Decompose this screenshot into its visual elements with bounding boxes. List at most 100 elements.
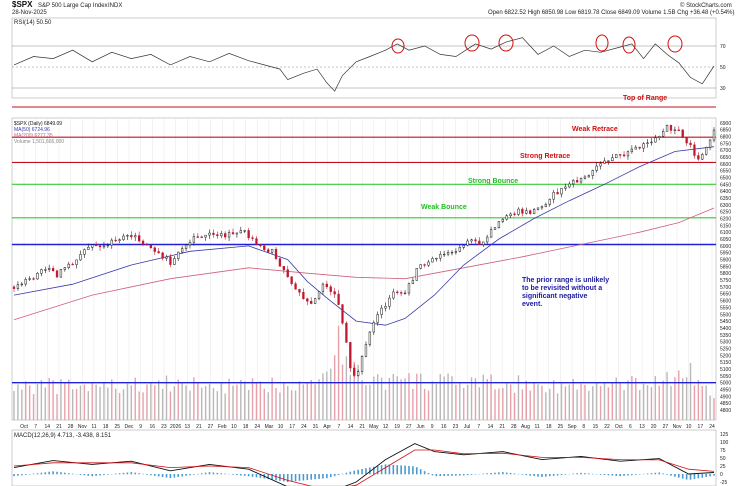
volume-bar xyxy=(615,377,617,420)
volume-bar xyxy=(83,384,86,420)
legend-price: $SPX (Daily) 6849.09 xyxy=(14,121,62,127)
macd-hist-bar xyxy=(713,474,715,476)
volume-bar xyxy=(111,379,113,420)
candle-body xyxy=(165,256,168,259)
macd-tick-label: -25 xyxy=(720,480,727,486)
macd-hist-bar xyxy=(388,464,391,475)
candle-body xyxy=(87,247,90,250)
candle-body xyxy=(36,273,39,280)
candle-body xyxy=(118,239,121,241)
volume-bar xyxy=(318,379,320,420)
candle-body xyxy=(360,356,364,372)
macd-hist-bar xyxy=(99,474,101,476)
volume-bar xyxy=(114,388,117,420)
macd-hist-bar xyxy=(498,472,500,475)
candle-body xyxy=(48,268,51,270)
volume-bar xyxy=(220,383,222,420)
x-tick-label: 10 xyxy=(231,424,237,430)
volume-bar xyxy=(107,387,109,420)
candle-body xyxy=(427,261,430,266)
macd-hist-bar xyxy=(193,474,195,475)
macd-hist-bar xyxy=(678,474,680,478)
macd-hist-bar xyxy=(615,474,618,476)
macd-hist-bar xyxy=(357,469,359,475)
volume-bar xyxy=(509,384,512,420)
volume-bar xyxy=(545,392,547,420)
volume-bar xyxy=(556,393,559,420)
macd-hist-bar xyxy=(494,472,496,475)
macd-hist-bar xyxy=(64,472,66,475)
macd-hist-bar xyxy=(529,474,532,476)
volume-bar xyxy=(71,389,74,420)
x-tick-label: 18 xyxy=(243,424,249,430)
volume-bar xyxy=(283,383,285,420)
candle-body xyxy=(403,292,407,295)
candle-body xyxy=(431,258,434,263)
candle-body xyxy=(658,136,661,138)
macd-hist-bar xyxy=(107,474,109,475)
volume-bar xyxy=(232,385,234,420)
index-name: S&P 500 Large Cap Index xyxy=(38,3,108,9)
volume-bar xyxy=(181,382,183,420)
x-tick-label: Apr xyxy=(323,424,331,430)
brand: © StockCharts.com xyxy=(680,2,732,9)
macd-hist-bar xyxy=(384,464,387,475)
candle-body xyxy=(40,269,43,274)
macd-hist-bar xyxy=(455,474,457,476)
candle-body xyxy=(701,154,704,160)
macd-hist-bar xyxy=(521,474,524,475)
candle-body xyxy=(302,291,305,299)
macd-hist-bar xyxy=(240,474,242,476)
volume-bar xyxy=(588,390,590,420)
volume-bar xyxy=(486,379,488,420)
macd-hist-bar xyxy=(306,474,309,481)
macd-hist-bar xyxy=(693,474,696,480)
x-tick-label: 6 xyxy=(629,424,632,430)
candle-body xyxy=(251,237,254,239)
volume-bar xyxy=(689,362,692,420)
macd-hist-bar xyxy=(275,474,277,481)
x-tick-label: 18 xyxy=(546,424,552,430)
volume-bar xyxy=(122,389,125,420)
candle-body xyxy=(216,234,219,237)
rsi-level-30: 30 xyxy=(720,86,726,92)
candle-body xyxy=(622,154,626,157)
y-tick-label: 5600 xyxy=(720,299,731,305)
macd-hist-bar xyxy=(705,474,707,478)
candle-body xyxy=(505,215,508,220)
macd-hist-bar xyxy=(674,474,676,477)
volume-bar xyxy=(682,378,684,420)
candle-body xyxy=(44,269,47,271)
macd-hist-bar xyxy=(181,474,183,477)
volume-bar xyxy=(95,384,97,420)
volume-bar xyxy=(549,388,551,420)
x-tick-label: Jun xyxy=(416,424,424,430)
macd-hist-bar xyxy=(447,474,449,476)
macd-hist-bar xyxy=(130,472,133,475)
candle-body xyxy=(204,234,207,238)
volume-bar xyxy=(455,384,457,420)
macd-hist-bar xyxy=(298,474,301,481)
volume-bar xyxy=(654,376,657,420)
macd-hist-bar xyxy=(134,472,137,475)
volume-bar xyxy=(396,376,398,420)
candle-body xyxy=(607,160,610,162)
legend-ma50: MA(50) 6724.96 xyxy=(14,127,50,133)
y-tick-label: 5050 xyxy=(720,374,731,380)
x-tick-label: 24 xyxy=(254,424,260,430)
candle-body xyxy=(474,239,477,242)
macd-hist-bar xyxy=(126,472,129,475)
candle-body xyxy=(208,232,211,236)
volume-bar xyxy=(466,384,469,420)
candle-body xyxy=(114,239,117,242)
candle-body xyxy=(184,244,188,249)
volume-bar xyxy=(392,373,395,420)
volume-bar xyxy=(470,377,473,420)
y-tick-label: 6000 xyxy=(720,244,731,250)
volume-bar xyxy=(60,379,62,420)
volume-bar xyxy=(310,379,312,420)
rsi-panel: RSI(14) 50.50 70 50 30 xyxy=(11,17,726,99)
candle-body xyxy=(411,280,415,284)
candle-body xyxy=(247,230,250,239)
macd-hist-bar xyxy=(459,474,461,476)
